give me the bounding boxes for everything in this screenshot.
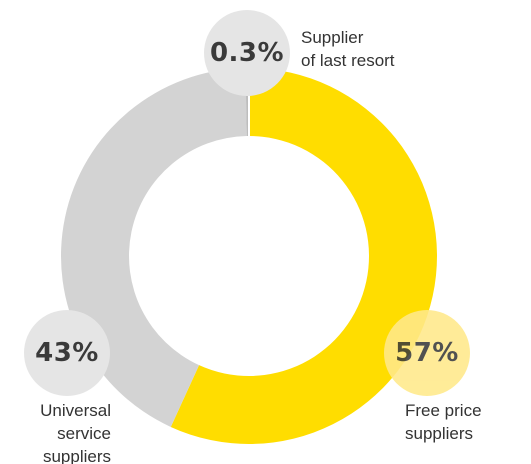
label-last-resort-line1: Supplier bbox=[301, 28, 364, 47]
pct-last-resort: 0.3% bbox=[209, 38, 285, 68]
pct-free-price: 57% bbox=[395, 338, 459, 368]
label-free-price-line2: suppliers bbox=[405, 424, 474, 443]
slice-universal bbox=[61, 68, 247, 427]
bubble-free-price: 57% bbox=[384, 310, 470, 396]
slice-free-price bbox=[170, 68, 437, 445]
label-free-price-line1: Free price bbox=[405, 401, 482, 420]
label-universal-line3: suppliers bbox=[42, 447, 111, 464]
label-last-resort: Supplier of last resort bbox=[301, 26, 395, 72]
label-universal-line1: Universal bbox=[40, 401, 111, 420]
label-last-resort-line2: of last resort bbox=[301, 51, 395, 70]
bubble-last-resort: 0.3% bbox=[204, 10, 290, 96]
label-universal: Universal service suppliers bbox=[40, 399, 111, 464]
label-universal-line2: service bbox=[57, 424, 111, 443]
pct-universal: 43% bbox=[35, 338, 99, 368]
label-free-price: Free price suppliers bbox=[405, 399, 482, 445]
bubble-universal: 43% bbox=[24, 310, 110, 396]
